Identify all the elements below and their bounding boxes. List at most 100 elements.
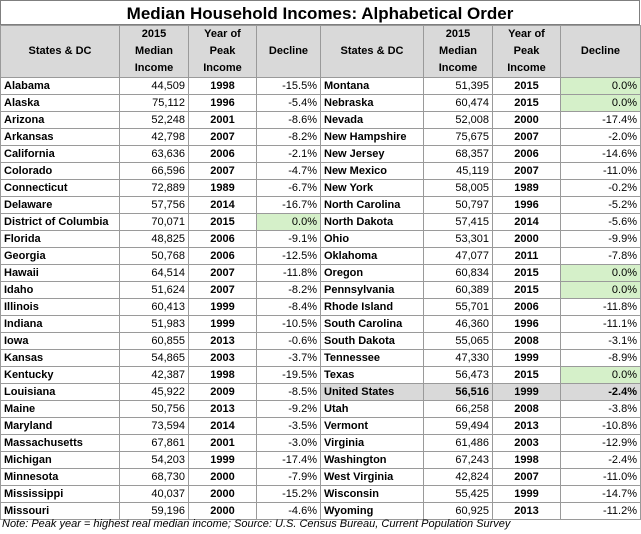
state-cell[interactable]: Georgia (0, 247, 120, 265)
income-cell[interactable]: 61,486 (423, 434, 493, 452)
income-cell[interactable]: 55,701 (423, 298, 493, 316)
peak-year-cell[interactable]: 2007 (188, 281, 257, 299)
income-cell[interactable]: 51,395 (423, 77, 493, 95)
decline-cell[interactable]: 0.0% (560, 281, 641, 299)
peak-year-cell[interactable]: 2014 (188, 196, 257, 214)
column-header-state[interactable]: States & DC (0, 25, 120, 78)
peak-year-cell[interactable]: 2003 (492, 434, 561, 452)
income-cell[interactable]: 60,413 (119, 298, 189, 316)
decline-cell[interactable]: -3.8% (560, 400, 641, 418)
income-cell[interactable]: 50,797 (423, 196, 493, 214)
peak-year-cell[interactable]: 1998 (188, 77, 257, 95)
peak-year-cell[interactable]: 1989 (188, 179, 257, 197)
peak-year-cell[interactable]: 1999 (492, 485, 561, 503)
decline-cell[interactable]: 0.0% (560, 77, 641, 95)
state-cell[interactable]: Vermont (320, 417, 424, 435)
state-cell[interactable]: Texas (320, 366, 424, 384)
state-cell[interactable]: Maine (0, 400, 120, 418)
state-cell[interactable]: Virginia (320, 434, 424, 452)
peak-year-cell[interactable]: 2007 (492, 468, 561, 486)
income-cell[interactable]: 46,360 (423, 315, 493, 333)
peak-year-cell[interactable]: 2013 (188, 332, 257, 350)
state-cell[interactable]: New Jersey (320, 145, 424, 163)
state-cell[interactable]: Wyoming (320, 502, 424, 520)
income-cell[interactable]: 68,357 (423, 145, 493, 163)
state-cell[interactable]: United States (320, 383, 424, 401)
state-cell[interactable]: Illinois (0, 298, 120, 316)
decline-cell[interactable]: -4.6% (256, 502, 321, 520)
state-cell[interactable]: South Carolina (320, 315, 424, 333)
decline-cell[interactable]: -8.6% (256, 111, 321, 129)
peak-year-cell[interactable]: 1996 (188, 94, 257, 112)
income-cell[interactable]: 60,474 (423, 94, 493, 112)
decline-cell[interactable]: -2.1% (256, 145, 321, 163)
income-cell[interactable]: 47,077 (423, 247, 493, 265)
peak-year-cell[interactable]: 2006 (188, 145, 257, 163)
state-cell[interactable]: Maryland (0, 417, 120, 435)
decline-cell[interactable]: -2.4% (560, 451, 641, 469)
income-cell[interactable]: 56,516 (423, 383, 493, 401)
peak-year-cell[interactable]: 2007 (188, 128, 257, 146)
income-cell[interactable]: 75,112 (119, 94, 189, 112)
income-cell[interactable]: 50,756 (119, 400, 189, 418)
decline-cell[interactable]: -11.0% (560, 162, 641, 180)
state-cell[interactable]: Missouri (0, 502, 120, 520)
decline-cell[interactable]: -11.8% (560, 298, 641, 316)
state-cell[interactable]: Kentucky (0, 366, 120, 384)
decline-cell[interactable]: -15.2% (256, 485, 321, 503)
column-header-income[interactable]: 2015 Median Income (423, 25, 493, 78)
decline-cell[interactable]: -0.2% (560, 179, 641, 197)
decline-cell[interactable]: -9.2% (256, 400, 321, 418)
income-cell[interactable]: 72,889 (119, 179, 189, 197)
income-cell[interactable]: 45,922 (119, 383, 189, 401)
peak-year-cell[interactable]: 2000 (188, 485, 257, 503)
peak-year-cell[interactable]: 2006 (492, 298, 561, 316)
state-cell[interactable]: Mississippi (0, 485, 120, 503)
state-cell[interactable]: Indiana (0, 315, 120, 333)
peak-year-cell[interactable]: 2013 (188, 400, 257, 418)
state-cell[interactable]: Michigan (0, 451, 120, 469)
income-cell[interactable]: 66,258 (423, 400, 493, 418)
peak-year-cell[interactable]: 2007 (492, 162, 561, 180)
decline-cell[interactable]: -9.9% (560, 230, 641, 248)
income-cell[interactable]: 57,415 (423, 213, 493, 231)
state-cell[interactable]: South Dakota (320, 332, 424, 350)
decline-cell[interactable]: -7.8% (560, 247, 641, 265)
decline-cell[interactable]: -10.8% (560, 417, 641, 435)
decline-cell[interactable]: -8.4% (256, 298, 321, 316)
income-cell[interactable]: 55,065 (423, 332, 493, 350)
state-cell[interactable]: Idaho (0, 281, 120, 299)
decline-cell[interactable]: -14.7% (560, 485, 641, 503)
peak-year-cell[interactable]: 1996 (492, 196, 561, 214)
income-cell[interactable]: 42,824 (423, 468, 493, 486)
peak-year-cell[interactable]: 1999 (492, 349, 561, 367)
peak-year-cell[interactable]: 2006 (492, 145, 561, 163)
income-cell[interactable]: 52,248 (119, 111, 189, 129)
state-cell[interactable]: Ohio (320, 230, 424, 248)
peak-year-cell[interactable]: 1989 (492, 179, 561, 197)
state-cell[interactable]: Montana (320, 77, 424, 95)
state-cell[interactable]: Delaware (0, 196, 120, 214)
state-cell[interactable]: District of Columbia (0, 213, 120, 231)
decline-cell[interactable]: -0.6% (256, 332, 321, 350)
decline-cell[interactable]: -3.1% (560, 332, 641, 350)
decline-cell[interactable]: -15.5% (256, 77, 321, 95)
state-cell[interactable]: Florida (0, 230, 120, 248)
income-cell[interactable]: 60,834 (423, 264, 493, 282)
decline-cell[interactable]: -9.1% (256, 230, 321, 248)
decline-cell[interactable]: -5.6% (560, 213, 641, 231)
peak-year-cell[interactable]: 2011 (492, 247, 561, 265)
decline-cell[interactable]: -8.9% (560, 349, 641, 367)
decline-cell[interactable]: -8.5% (256, 383, 321, 401)
state-cell[interactable]: Colorado (0, 162, 120, 180)
peak-year-cell[interactable]: 2000 (492, 111, 561, 129)
state-cell[interactable]: Arizona (0, 111, 120, 129)
peak-year-cell[interactable]: 2000 (492, 230, 561, 248)
peak-year-cell[interactable]: 2014 (492, 213, 561, 231)
column-header-decline[interactable]: Decline (560, 25, 641, 78)
decline-cell[interactable]: 0.0% (560, 94, 641, 112)
peak-year-cell[interactable]: 2006 (188, 247, 257, 265)
peak-year-cell[interactable]: 1998 (188, 366, 257, 384)
decline-cell[interactable]: -4.7% (256, 162, 321, 180)
state-cell[interactable]: Iowa (0, 332, 120, 350)
